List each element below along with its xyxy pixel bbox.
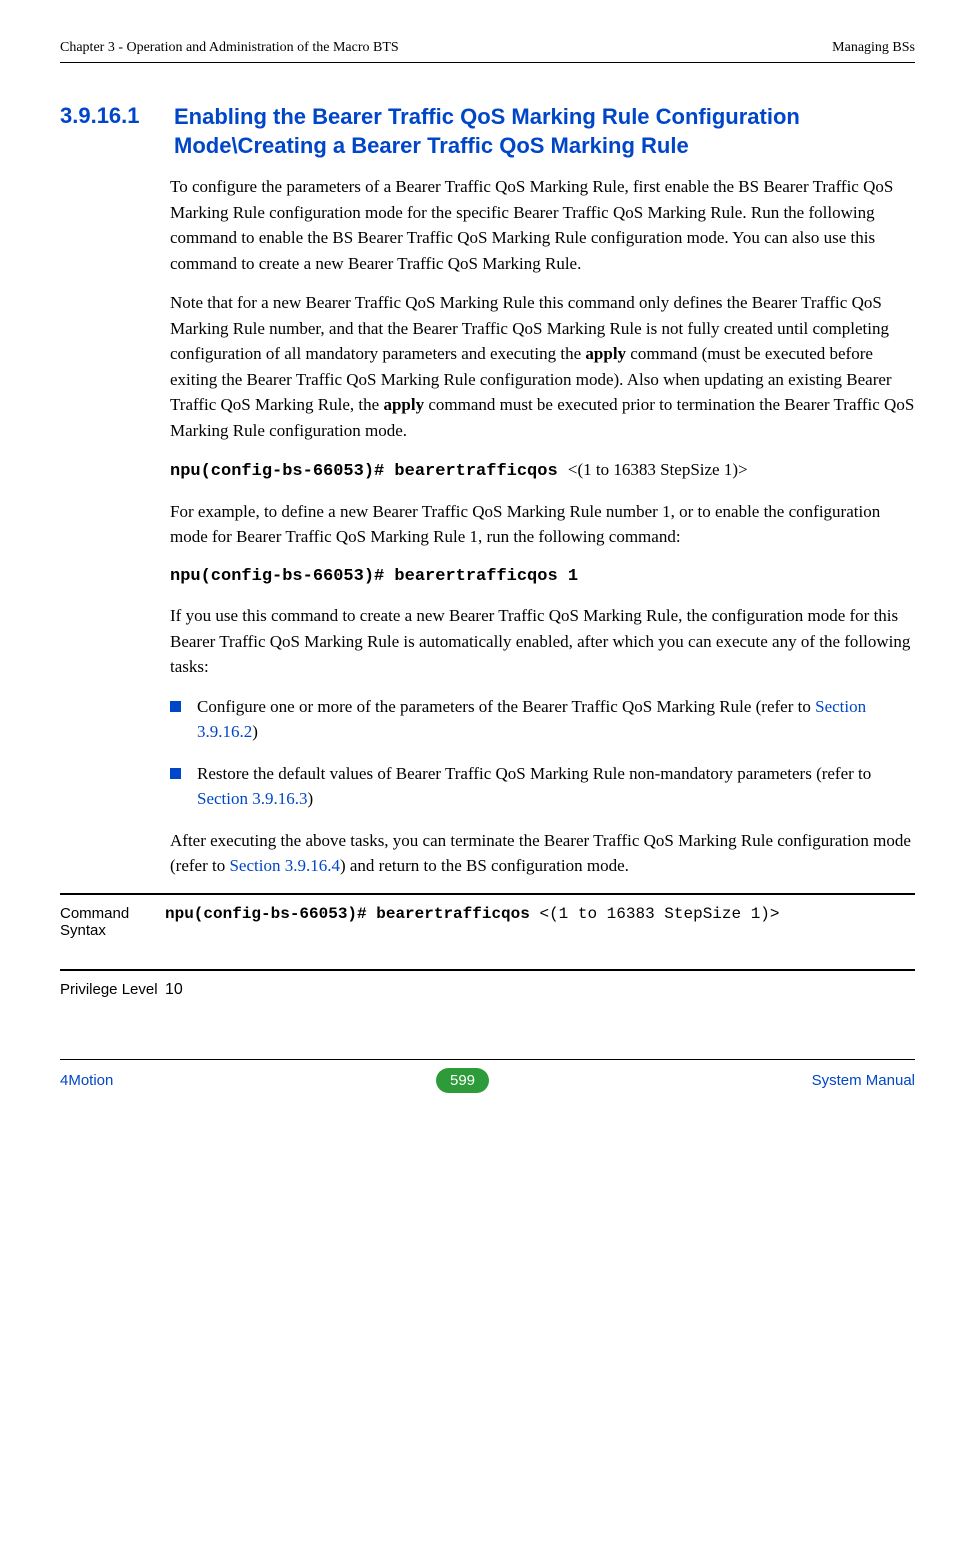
running-header: Chapter 3 - Operation and Administration… bbox=[60, 40, 915, 63]
header-right: Managing BSs bbox=[832, 40, 915, 56]
section-heading: 3.9.16.1 Enabling the Bearer Traffic QoS… bbox=[60, 103, 915, 160]
paragraph: After executing the above tasks, you can… bbox=[170, 828, 915, 879]
paragraph: Note that for a new Bearer Traffic QoS M… bbox=[170, 290, 915, 443]
page: Chapter 3 - Operation and Administration… bbox=[0, 0, 975, 1500]
bold-text: apply bbox=[383, 395, 424, 414]
paragraph: If you use this command to create a new … bbox=[170, 603, 915, 680]
command-bold: npu(config-bs-66053)# bearertrafficqos bbox=[165, 905, 539, 923]
command-line: npu(config-bs-66053)# bearertrafficqos <… bbox=[170, 457, 915, 485]
footer: 4Motion 599 System Manual bbox=[60, 1059, 915, 1093]
entry-value: npu(config-bs-66053)# bearertrafficqos <… bbox=[165, 905, 780, 939]
bullet-item: Configure one or more of the parameters … bbox=[170, 694, 915, 745]
bullet-icon bbox=[170, 701, 181, 712]
section-link[interactable]: Section 3.9.16.4 bbox=[229, 856, 340, 875]
command-bold: npu(config-bs-66053)# bearertrafficqos bbox=[170, 462, 568, 481]
text: ) and return to the BS configuration mod… bbox=[340, 856, 629, 875]
text: Restore the default values of Bearer Tra… bbox=[197, 764, 871, 783]
body: To configure the parameters of a Bearer … bbox=[170, 174, 915, 879]
bullet-text: Restore the default values of Bearer Tra… bbox=[197, 761, 915, 812]
bullet-text: Configure one or more of the parameters … bbox=[197, 694, 915, 745]
page-number-badge: 599 bbox=[436, 1068, 489, 1093]
bullet-item: Restore the default values of Bearer Tra… bbox=[170, 761, 915, 812]
header-left: Chapter 3 - Operation and Administration… bbox=[60, 40, 399, 56]
command-arg: <(1 to 16383 StepSize 1)> bbox=[568, 460, 748, 479]
text: ) bbox=[252, 722, 258, 741]
entry-label: Privilege Level bbox=[60, 981, 165, 999]
paragraph: To configure the parameters of a Bearer … bbox=[170, 174, 915, 276]
command-arg: <(1 to 16383 StepSize 1)> bbox=[539, 905, 779, 923]
bold-text: apply bbox=[585, 344, 626, 363]
entry-value: 10 bbox=[165, 981, 183, 999]
section-number: 3.9.16.1 bbox=[60, 103, 170, 129]
privilege-level-row: Privilege Level 10 bbox=[60, 969, 915, 999]
bullet-icon bbox=[170, 768, 181, 779]
footer-left: 4Motion bbox=[60, 1072, 113, 1089]
text: Configure one or more of the parameters … bbox=[197, 697, 815, 716]
section-title: Enabling the Bearer Traffic QoS Marking … bbox=[174, 103, 874, 160]
text: ) bbox=[308, 789, 314, 808]
command-syntax-row: Command Syntax npu(config-bs-66053)# bea… bbox=[60, 893, 915, 939]
footer-right: System Manual bbox=[812, 1072, 915, 1089]
section-link[interactable]: Section 3.9.16.3 bbox=[197, 789, 308, 808]
entry-label: Command Syntax bbox=[60, 905, 165, 939]
command-line: npu(config-bs-66053)# bearertrafficqos 1 bbox=[170, 564, 915, 590]
paragraph: For example, to define a new Bearer Traf… bbox=[170, 499, 915, 550]
